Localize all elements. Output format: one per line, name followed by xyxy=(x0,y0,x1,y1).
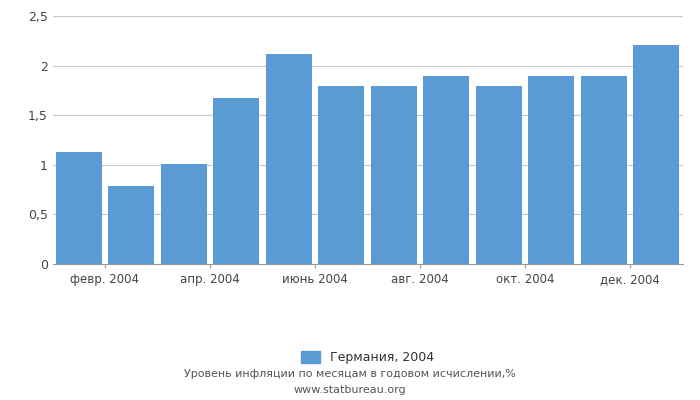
Text: Уровень инфляции по месяцам в годовом исчислении,%
www.statbureau.org: Уровень инфляции по месяцам в годовом ис… xyxy=(184,369,516,395)
Bar xyxy=(108,186,154,264)
Legend: Германия, 2004: Германия, 2004 xyxy=(296,346,439,369)
Bar xyxy=(318,86,365,264)
Bar xyxy=(476,86,522,264)
Bar xyxy=(213,98,259,264)
Bar xyxy=(581,76,627,264)
Bar xyxy=(528,76,575,264)
Bar xyxy=(371,86,417,264)
Bar xyxy=(161,164,207,264)
Bar xyxy=(266,54,312,264)
Bar xyxy=(423,76,470,264)
Bar xyxy=(633,45,679,264)
Bar xyxy=(56,152,102,264)
